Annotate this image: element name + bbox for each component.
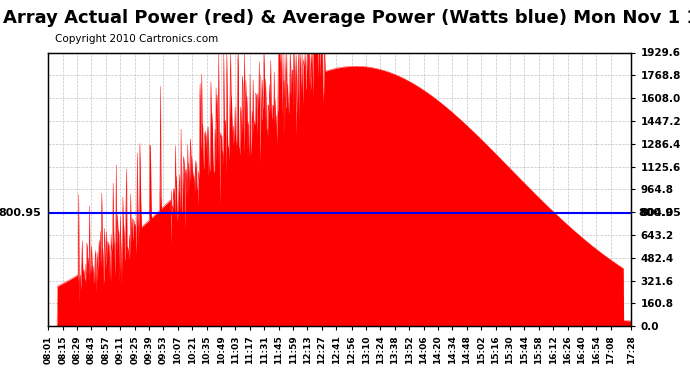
Text: 800.95: 800.95 [638,208,681,218]
Text: West Array Actual Power (red) & Average Power (Watts blue) Mon Nov 1 17:28: West Array Actual Power (red) & Average … [0,9,690,27]
Text: 800.95: 800.95 [0,208,41,218]
Text: Copyright 2010 Cartronics.com: Copyright 2010 Cartronics.com [55,34,219,44]
